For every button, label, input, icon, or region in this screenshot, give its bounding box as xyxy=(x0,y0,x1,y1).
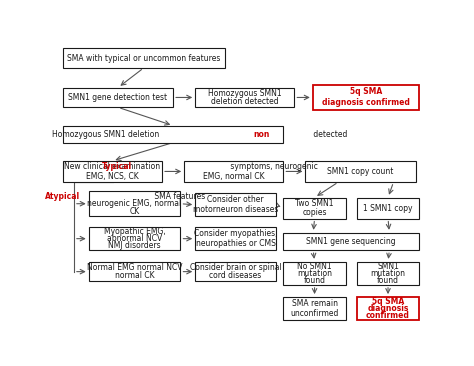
Text: SMN1: SMN1 xyxy=(377,262,399,271)
Text: EMG, normal CK: EMG, normal CK xyxy=(203,172,264,180)
FancyBboxPatch shape xyxy=(357,297,419,320)
Text: neurogenic EMG, normal: neurogenic EMG, normal xyxy=(87,199,182,208)
Text: motorneuron diseases: motorneuron diseases xyxy=(193,205,278,214)
Text: normal CK: normal CK xyxy=(115,271,155,280)
Text: Consider brain or spinal: Consider brain or spinal xyxy=(190,263,282,272)
Text: NMJ disorders: NMJ disorders xyxy=(108,241,161,250)
FancyBboxPatch shape xyxy=(63,87,173,107)
FancyBboxPatch shape xyxy=(283,262,346,285)
Text: detected: detected xyxy=(310,130,347,139)
FancyBboxPatch shape xyxy=(89,191,181,216)
Text: Homozygous SMN1 deletion: Homozygous SMN1 deletion xyxy=(52,130,161,139)
FancyBboxPatch shape xyxy=(195,87,294,107)
Text: Homozygous SMN1: Homozygous SMN1 xyxy=(208,89,282,98)
Text: neuropathies or CMS: neuropathies or CMS xyxy=(196,239,275,248)
Text: SMN1 gene sequencing: SMN1 gene sequencing xyxy=(307,237,396,246)
Text: No SMN1: No SMN1 xyxy=(297,262,332,271)
Text: abnormal NCV: abnormal NCV xyxy=(107,234,162,243)
Text: Normal EMG normal NCV: Normal EMG normal NCV xyxy=(87,263,182,272)
FancyBboxPatch shape xyxy=(357,262,419,285)
FancyBboxPatch shape xyxy=(89,262,181,281)
FancyBboxPatch shape xyxy=(283,233,419,250)
Text: Consider myopathies,: Consider myopathies, xyxy=(194,229,277,238)
FancyBboxPatch shape xyxy=(195,262,276,281)
Text: CK: CK xyxy=(129,207,140,216)
FancyBboxPatch shape xyxy=(184,161,283,182)
Text: copies: copies xyxy=(302,208,327,217)
Text: confirmed: confirmed xyxy=(366,311,410,320)
Text: Consider other: Consider other xyxy=(207,195,264,204)
Text: deletion detected: deletion detected xyxy=(211,97,279,106)
Text: 1 SMN1 copy: 1 SMN1 copy xyxy=(363,203,413,213)
Text: unconfirmed: unconfirmed xyxy=(291,309,339,318)
Text: SMA remain: SMA remain xyxy=(292,299,337,308)
FancyBboxPatch shape xyxy=(357,198,419,219)
FancyBboxPatch shape xyxy=(63,48,225,68)
FancyBboxPatch shape xyxy=(313,85,419,110)
FancyBboxPatch shape xyxy=(283,297,346,320)
Text: diagnosis: diagnosis xyxy=(367,304,409,313)
Text: Two SMN1: Two SMN1 xyxy=(295,199,334,208)
Text: non: non xyxy=(254,130,270,139)
FancyBboxPatch shape xyxy=(89,227,181,250)
FancyBboxPatch shape xyxy=(195,193,276,216)
FancyBboxPatch shape xyxy=(63,161,162,182)
Text: mutation: mutation xyxy=(371,269,406,278)
FancyBboxPatch shape xyxy=(195,227,276,250)
Text: symptoms, neurogenic: symptoms, neurogenic xyxy=(228,163,318,171)
Text: 5q SMA: 5q SMA xyxy=(372,297,404,306)
Text: Myopathic EMG,: Myopathic EMG, xyxy=(104,227,165,236)
Text: SMN1 gene detection test: SMN1 gene detection test xyxy=(68,93,168,102)
Text: SMN1 copy count: SMN1 copy count xyxy=(327,167,394,176)
Text: SMA features: SMA features xyxy=(152,191,206,201)
FancyBboxPatch shape xyxy=(283,198,346,219)
Text: cord diseases: cord diseases xyxy=(210,271,262,280)
Text: found: found xyxy=(303,276,326,285)
Text: 5q SMA: 5q SMA xyxy=(350,87,382,97)
Text: EMG, NCS, CK: EMG, NCS, CK xyxy=(86,172,139,180)
Text: SMA with typical or uncommon features: SMA with typical or uncommon features xyxy=(67,53,220,63)
Text: Typical: Typical xyxy=(102,163,132,171)
Text: mutation: mutation xyxy=(297,269,332,278)
Text: New clinical examination: New clinical examination xyxy=(64,163,161,171)
FancyBboxPatch shape xyxy=(305,161,416,182)
Text: diagnosis confirmed: diagnosis confirmed xyxy=(322,98,410,108)
Text: Atypical: Atypical xyxy=(45,191,80,201)
FancyBboxPatch shape xyxy=(63,126,283,143)
Text: found: found xyxy=(377,276,399,285)
